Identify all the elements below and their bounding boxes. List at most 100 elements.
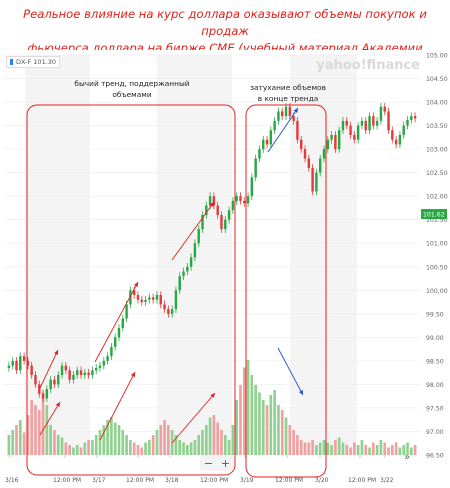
candle-body — [322, 149, 326, 159]
volume-bar — [37, 410, 41, 455]
volume-bar — [7, 435, 11, 455]
y-tick-label: 104.50 — [426, 76, 448, 83]
volume-bar — [322, 440, 326, 455]
candle-body — [315, 172, 318, 192]
legend-value: 101.30 — [33, 58, 57, 66]
y-tick-label: 96.50 — [426, 453, 444, 460]
volume-bar — [201, 430, 204, 455]
candle-body — [53, 379, 56, 385]
y-tick-label: 104.00 — [426, 100, 448, 107]
volume-bar — [375, 445, 379, 455]
volume-bar — [318, 442, 322, 455]
volume-bar — [208, 417, 212, 455]
volume-bar — [212, 415, 216, 455]
candle-body — [372, 116, 375, 126]
day-band — [25, 55, 90, 455]
fade-arrow-price-head — [293, 108, 298, 113]
candle-body — [235, 196, 238, 201]
x-tick-label: 12:00 PM — [126, 477, 154, 484]
volume-bar — [34, 405, 37, 455]
y-tick-label: 99.50 — [426, 311, 444, 318]
volume-bar — [91, 440, 94, 455]
y-tick-label: 97.50 — [426, 405, 444, 412]
volume-bar — [360, 440, 364, 455]
y-tick-label: 101.00 — [426, 241, 448, 248]
candle-body — [136, 295, 140, 300]
volume-bar — [26, 415, 30, 455]
volume-bar — [406, 442, 409, 455]
y-tick-label: 98.50 — [426, 358, 444, 365]
volume-bar — [368, 447, 371, 455]
candle-body — [15, 360, 18, 371]
volume-bar — [102, 425, 106, 455]
y-tick-label: 103.50 — [426, 123, 448, 130]
candle-body — [87, 372, 90, 375]
volume-fade-box — [245, 104, 327, 478]
zoom-out-button[interactable]: − — [203, 456, 214, 470]
candle-body — [197, 229, 200, 244]
candle-body — [258, 149, 261, 159]
volume-bar — [349, 447, 352, 455]
zoom-controls: − + — [200, 455, 234, 471]
volume-bar — [72, 447, 75, 455]
candle-body — [364, 120, 367, 131]
volume-bar — [223, 435, 227, 455]
volume-bar — [356, 445, 360, 455]
volume-bar — [273, 390, 276, 455]
fade-arrow-volume — [277, 347, 304, 396]
chart-frame: 105.00 104.50 104.00 103.50 103.00 102.50 102.… — [0, 50, 450, 488]
volume-bar — [383, 442, 387, 455]
candle-body — [121, 318, 125, 328]
candle-body — [151, 297, 155, 300]
candle-body — [398, 135, 402, 145]
candle-body — [227, 210, 231, 220]
x-tick-label: 3/18 — [165, 477, 179, 484]
candle-body — [410, 116, 413, 120]
candle-body — [11, 360, 14, 366]
candle-body — [182, 271, 185, 277]
volume-bar — [132, 442, 136, 455]
volume-bar — [284, 417, 288, 455]
volume-bar — [390, 445, 394, 455]
volume-bar — [136, 445, 140, 455]
trend-arrow-head — [54, 350, 59, 355]
volume-bar — [113, 422, 117, 455]
y-tick-label: 97.00 — [426, 429, 444, 436]
candle-body — [303, 149, 307, 159]
candle-body — [186, 266, 189, 272]
x-tick-label: 12:00 PM — [348, 477, 376, 484]
scroll-right-icon[interactable]: » — [404, 452, 411, 463]
volume-bar — [148, 440, 151, 455]
volume-bar — [265, 405, 269, 455]
candle-body — [113, 337, 117, 347]
candle-body — [224, 219, 227, 230]
y-tick-label: 100.50 — [426, 264, 448, 271]
candle-body — [91, 370, 94, 375]
y-tick-label: 103.00 — [426, 147, 448, 154]
volume-bar — [387, 447, 390, 455]
volume-arrow-head — [55, 402, 60, 407]
trend-arrow — [39, 349, 59, 389]
candle-body — [64, 365, 68, 371]
candle-body — [379, 106, 383, 121]
candle-body — [269, 130, 273, 145]
volume-bar — [299, 440, 303, 455]
candle-body — [117, 327, 121, 338]
volume-bar — [15, 425, 18, 455]
candle-body — [159, 295, 162, 305]
candle-body — [60, 365, 64, 375]
candle-body — [132, 290, 136, 295]
candle-body — [375, 120, 379, 126]
candle-body — [345, 120, 348, 126]
volume-bar — [227, 440, 231, 455]
fade-arrow-price — [267, 107, 299, 153]
volume-bar — [140, 447, 144, 455]
volume-bar — [197, 435, 201, 455]
volume-bar — [364, 445, 368, 455]
zoom-in-button[interactable]: + — [220, 456, 231, 470]
volume-bar — [53, 430, 56, 455]
y-tick-label: 99.00 — [426, 335, 444, 342]
candle-body — [326, 139, 330, 150]
y-tick-label: 102.50 — [426, 170, 448, 177]
y-tick-label: 105.00 — [426, 53, 448, 60]
